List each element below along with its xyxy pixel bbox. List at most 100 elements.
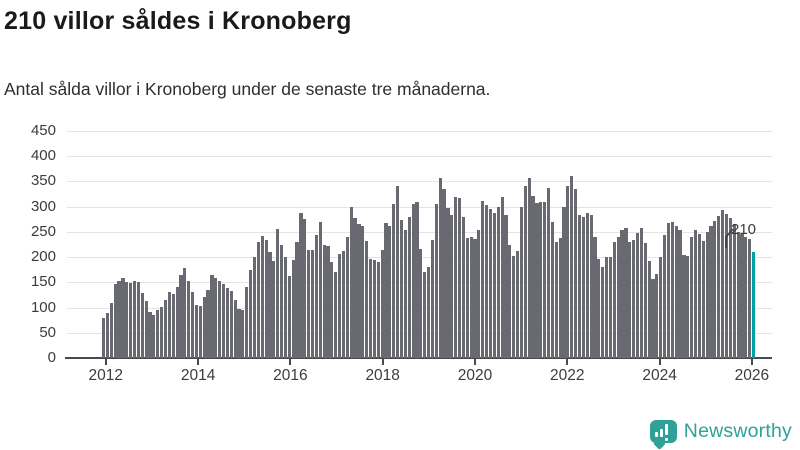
bar <box>473 239 477 358</box>
chart-title: 210 villor såldes i Kronoberg <box>4 7 352 35</box>
bar <box>403 230 407 358</box>
bar <box>713 220 717 358</box>
bar <box>450 215 454 358</box>
bar <box>554 241 558 358</box>
x-axis-tick <box>104 359 107 365</box>
bar <box>430 240 435 358</box>
bar <box>357 223 361 358</box>
bar <box>585 213 589 358</box>
highlight-bar <box>752 252 756 358</box>
bar <box>724 213 729 358</box>
bar <box>345 236 349 358</box>
bar <box>407 216 411 358</box>
bar <box>326 246 330 358</box>
bar <box>318 221 322 358</box>
x-tick-label: 2026 <box>734 367 770 384</box>
bar <box>454 196 458 358</box>
y-tick-label: 250 <box>30 222 56 240</box>
bar <box>523 186 527 358</box>
x-tick-label: 2012 <box>88 367 124 384</box>
bar <box>198 305 202 358</box>
bar <box>109 302 113 358</box>
bar <box>279 245 284 358</box>
bar <box>465 237 469 358</box>
bar <box>314 234 318 358</box>
x-axis-tick <box>566 359 569 365</box>
bar <box>674 225 678 358</box>
bar <box>446 208 450 358</box>
bar <box>608 257 613 358</box>
bar <box>140 293 144 358</box>
last-value-label: 210 <box>731 221 757 238</box>
bar <box>728 218 732 358</box>
bar <box>628 241 632 358</box>
bar <box>152 315 156 358</box>
bar <box>612 241 616 358</box>
x-axis-tick <box>197 359 200 365</box>
bar <box>744 236 748 358</box>
bar <box>515 250 520 358</box>
bar <box>388 225 392 358</box>
bar <box>365 240 369 358</box>
bar <box>461 216 465 358</box>
y-tick-label: 400 <box>30 147 56 165</box>
bar <box>349 206 353 358</box>
bar <box>322 245 326 358</box>
bar <box>334 272 338 358</box>
bar <box>218 280 222 358</box>
bar <box>632 240 636 358</box>
bar <box>399 220 404 358</box>
bar <box>686 255 690 358</box>
bar <box>666 223 671 358</box>
bar <box>492 213 496 358</box>
bar <box>291 260 295 358</box>
bar <box>535 203 539 358</box>
bar <box>616 236 620 358</box>
y-tick-label: 300 <box>30 197 56 215</box>
bar <box>659 257 663 358</box>
newsworthy-logo[interactable]: Newsworthy <box>649 416 792 450</box>
bar <box>260 235 264 358</box>
bar <box>396 186 400 358</box>
bar <box>144 300 148 358</box>
bar <box>229 291 233 358</box>
bar <box>276 229 280 358</box>
bar <box>175 287 179 358</box>
bar <box>485 205 489 358</box>
bar <box>419 249 423 358</box>
bar <box>384 223 388 358</box>
bar <box>338 254 342 358</box>
bar <box>663 234 667 358</box>
bar <box>488 208 493 358</box>
bar <box>117 281 121 358</box>
bar <box>225 288 229 358</box>
bar <box>562 206 566 358</box>
bar <box>113 283 117 358</box>
bar <box>651 278 655 358</box>
newsworthy-bars-icon <box>649 419 677 450</box>
bar <box>701 240 705 358</box>
leader-line <box>720 226 736 257</box>
bar <box>581 216 585 358</box>
bar <box>187 281 191 358</box>
bar <box>303 218 307 358</box>
x-axis-line <box>65 357 772 359</box>
x-tick-label: 2020 <box>457 367 493 384</box>
x-tick-label: 2024 <box>642 367 677 384</box>
bar <box>647 260 651 358</box>
bar <box>635 233 640 358</box>
y-tick-label: 450 <box>30 122 56 139</box>
bar <box>361 226 365 358</box>
bar <box>539 201 543 358</box>
bar <box>736 231 740 358</box>
bar <box>546 188 551 358</box>
bar <box>121 278 125 358</box>
bar <box>500 196 504 358</box>
bar <box>202 297 206 358</box>
bar <box>531 195 535 358</box>
x-tick-label: 2022 <box>550 367 585 384</box>
bar <box>372 260 377 358</box>
bar <box>194 304 199 358</box>
